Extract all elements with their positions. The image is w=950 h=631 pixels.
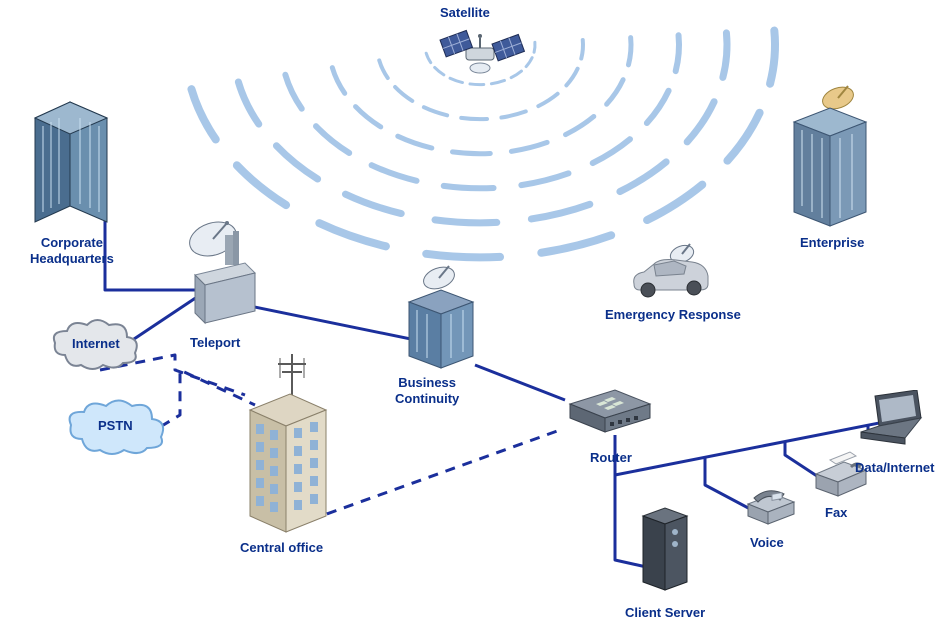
teleport-label: Teleport xyxy=(190,335,240,351)
central-office-label: Central office xyxy=(240,540,323,556)
emergency-response-icon xyxy=(620,240,720,305)
enterprise-label: Enterprise xyxy=(800,235,864,251)
enterprise-icon xyxy=(780,82,880,232)
router-label: Router xyxy=(590,450,632,466)
corporate-hq-icon xyxy=(25,88,120,228)
business-continuity-icon xyxy=(395,260,485,375)
central-office-icon xyxy=(230,350,340,540)
network-diagram: Satellite Corporate Headquarters Telepor… xyxy=(0,0,950,631)
router-icon xyxy=(560,380,660,440)
teleport-icon xyxy=(175,205,270,335)
internet-label: Internet xyxy=(72,336,120,352)
voice-phone-icon xyxy=(740,480,800,530)
satellite-icon xyxy=(430,20,530,90)
voice-label: Voice xyxy=(750,535,784,551)
client-server-icon xyxy=(635,500,695,595)
corporate-hq-label: Corporate Headquarters xyxy=(30,235,114,266)
laptop-icon xyxy=(855,390,930,450)
client-server-label: Client Server xyxy=(625,605,705,621)
pstn-label: PSTN xyxy=(98,418,133,434)
fax-label: Fax xyxy=(825,505,847,521)
data-internet-label: Data/Internet xyxy=(855,460,934,476)
emergency-response-label: Emergency Response xyxy=(605,307,741,323)
business-continuity-label: Business Continuity xyxy=(395,375,459,406)
satellite-label: Satellite xyxy=(440,5,490,21)
